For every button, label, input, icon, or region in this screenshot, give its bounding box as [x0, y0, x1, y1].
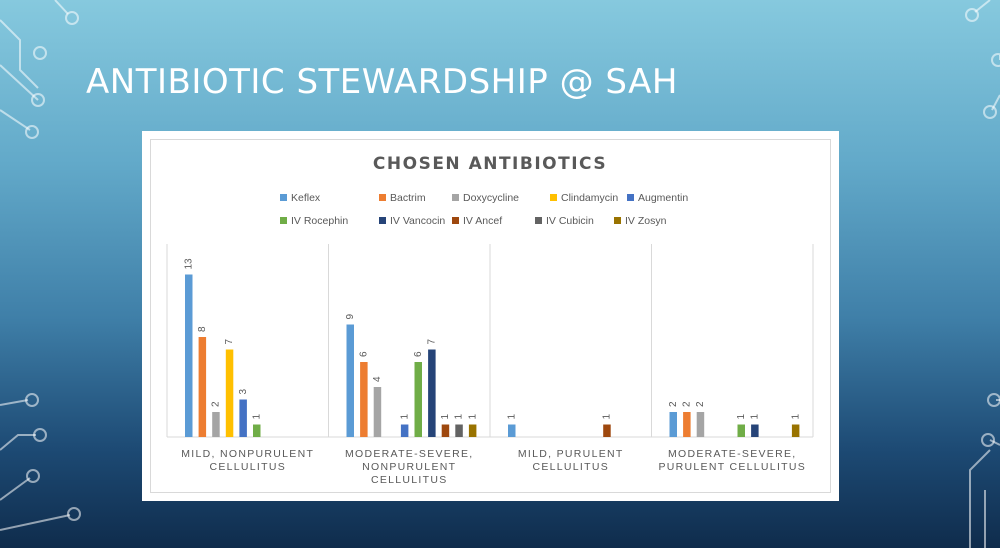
data-label: 7 — [426, 339, 437, 345]
data-label: 1 — [602, 414, 613, 420]
data-label: 6 — [413, 351, 424, 357]
chart-panel: CHOSEN ANTIBIOTICS Keflex Bactrim Doxycycl… — [142, 131, 839, 501]
data-label: 6 — [358, 351, 369, 357]
data-label: 1 — [506, 414, 517, 420]
legend-label: IV Cubicin — [546, 215, 594, 227]
bar — [346, 324, 354, 437]
legend-swatch — [452, 194, 459, 201]
legend-label: IV Vancocin — [390, 215, 445, 227]
legend-swatch — [535, 217, 542, 224]
legend-item: IV Vancocin — [379, 215, 445, 227]
legend-swatch — [379, 194, 386, 201]
bar — [253, 424, 261, 437]
data-label: 2 — [681, 401, 692, 407]
legend-label: IV Ancef — [463, 215, 502, 227]
bar — [455, 424, 463, 437]
bar — [212, 412, 220, 437]
bar — [198, 337, 207, 437]
bar — [683, 412, 691, 437]
category-label: MILD, NONPURULENT — [181, 448, 314, 460]
chart-border — [150, 139, 831, 493]
data-label: 1 — [736, 414, 747, 420]
legend-swatch — [614, 217, 621, 224]
legend-label: Doxycycline — [463, 192, 519, 204]
bar — [508, 424, 516, 437]
legend-item: IV Zosyn — [614, 215, 667, 227]
legend-item: Bactrim — [379, 192, 426, 204]
legend-item: Doxycycline — [452, 192, 519, 204]
category-label: CELLULITUS — [209, 461, 286, 473]
category-label: NONPURULENT — [362, 461, 456, 473]
legend-item: IV Rocephin — [280, 215, 348, 227]
category-label: MILD, PURULENT — [518, 448, 624, 460]
category-label: CELLULITUS — [532, 461, 609, 473]
bar — [791, 424, 800, 437]
bar — [751, 424, 759, 437]
legend-swatch — [379, 217, 386, 224]
data-label: 13 — [183, 258, 194, 270]
legend-item: IV Ancef — [452, 215, 502, 227]
legend-label: Clindamycin — [561, 192, 618, 204]
data-label: 1 — [399, 414, 410, 420]
legend-label: IV Zosyn — [625, 215, 667, 227]
legend-label: IV Rocephin — [291, 215, 348, 227]
legend-item: Keflex — [280, 192, 321, 204]
data-label: 4 — [372, 376, 383, 382]
bar — [669, 412, 677, 437]
bar — [225, 349, 234, 437]
data-label: 1 — [440, 414, 451, 420]
legend-item: Clindamycin — [550, 192, 618, 204]
bar-chart: CHOSEN ANTIBIOTICS Keflex Bactrim Doxycycl… — [166, 154, 814, 486]
chart-legend: Keflex Bactrim Doxycycline Clindamycin Augme… — [280, 192, 688, 227]
legend-item: Augmentin — [627, 192, 688, 204]
slide-title: ANTIBIOTIC STEWARDSHIP @ SAH — [86, 62, 678, 102]
bar — [414, 362, 422, 437]
data-label: 1 — [467, 414, 478, 420]
bar — [360, 362, 368, 437]
bar — [603, 424, 611, 437]
data-label: 2 — [668, 401, 679, 407]
bar — [441, 424, 450, 437]
legend-item: IV Cubicin — [535, 215, 594, 227]
bar — [185, 274, 193, 437]
legend-swatch — [280, 217, 287, 224]
data-label: 1 — [749, 414, 760, 420]
data-label: 7 — [224, 339, 235, 345]
bar — [428, 349, 436, 437]
legend-swatch — [627, 194, 634, 201]
data-label: 1 — [251, 414, 262, 420]
data-label: 1 — [454, 414, 465, 420]
category-label: PURULENT CELLULITUS — [658, 461, 806, 473]
bar — [373, 387, 382, 437]
data-label: 9 — [345, 314, 356, 320]
data-label: 3 — [238, 389, 249, 395]
legend-swatch — [550, 194, 557, 201]
legend-label: Bactrim — [390, 192, 426, 204]
category-label: CELLULITUS — [371, 474, 448, 486]
data-label: 2 — [211, 401, 222, 407]
legend-swatch — [280, 194, 287, 201]
category-label: MODERATE-SEVERE, — [668, 448, 797, 460]
legend-label: Augmentin — [638, 192, 688, 204]
legend-label: Keflex — [291, 192, 321, 204]
bar — [400, 424, 409, 437]
bar — [239, 399, 247, 437]
category-label: MODERATE-SEVERE, — [345, 448, 474, 460]
data-label: 1 — [790, 414, 801, 420]
bar — [696, 412, 705, 437]
bar — [468, 424, 477, 437]
legend-swatch — [452, 217, 459, 224]
data-label: 2 — [695, 401, 706, 407]
data-label: 8 — [197, 326, 208, 332]
bar — [737, 424, 745, 437]
chart-title: CHOSEN ANTIBIOTICS — [373, 154, 607, 174]
